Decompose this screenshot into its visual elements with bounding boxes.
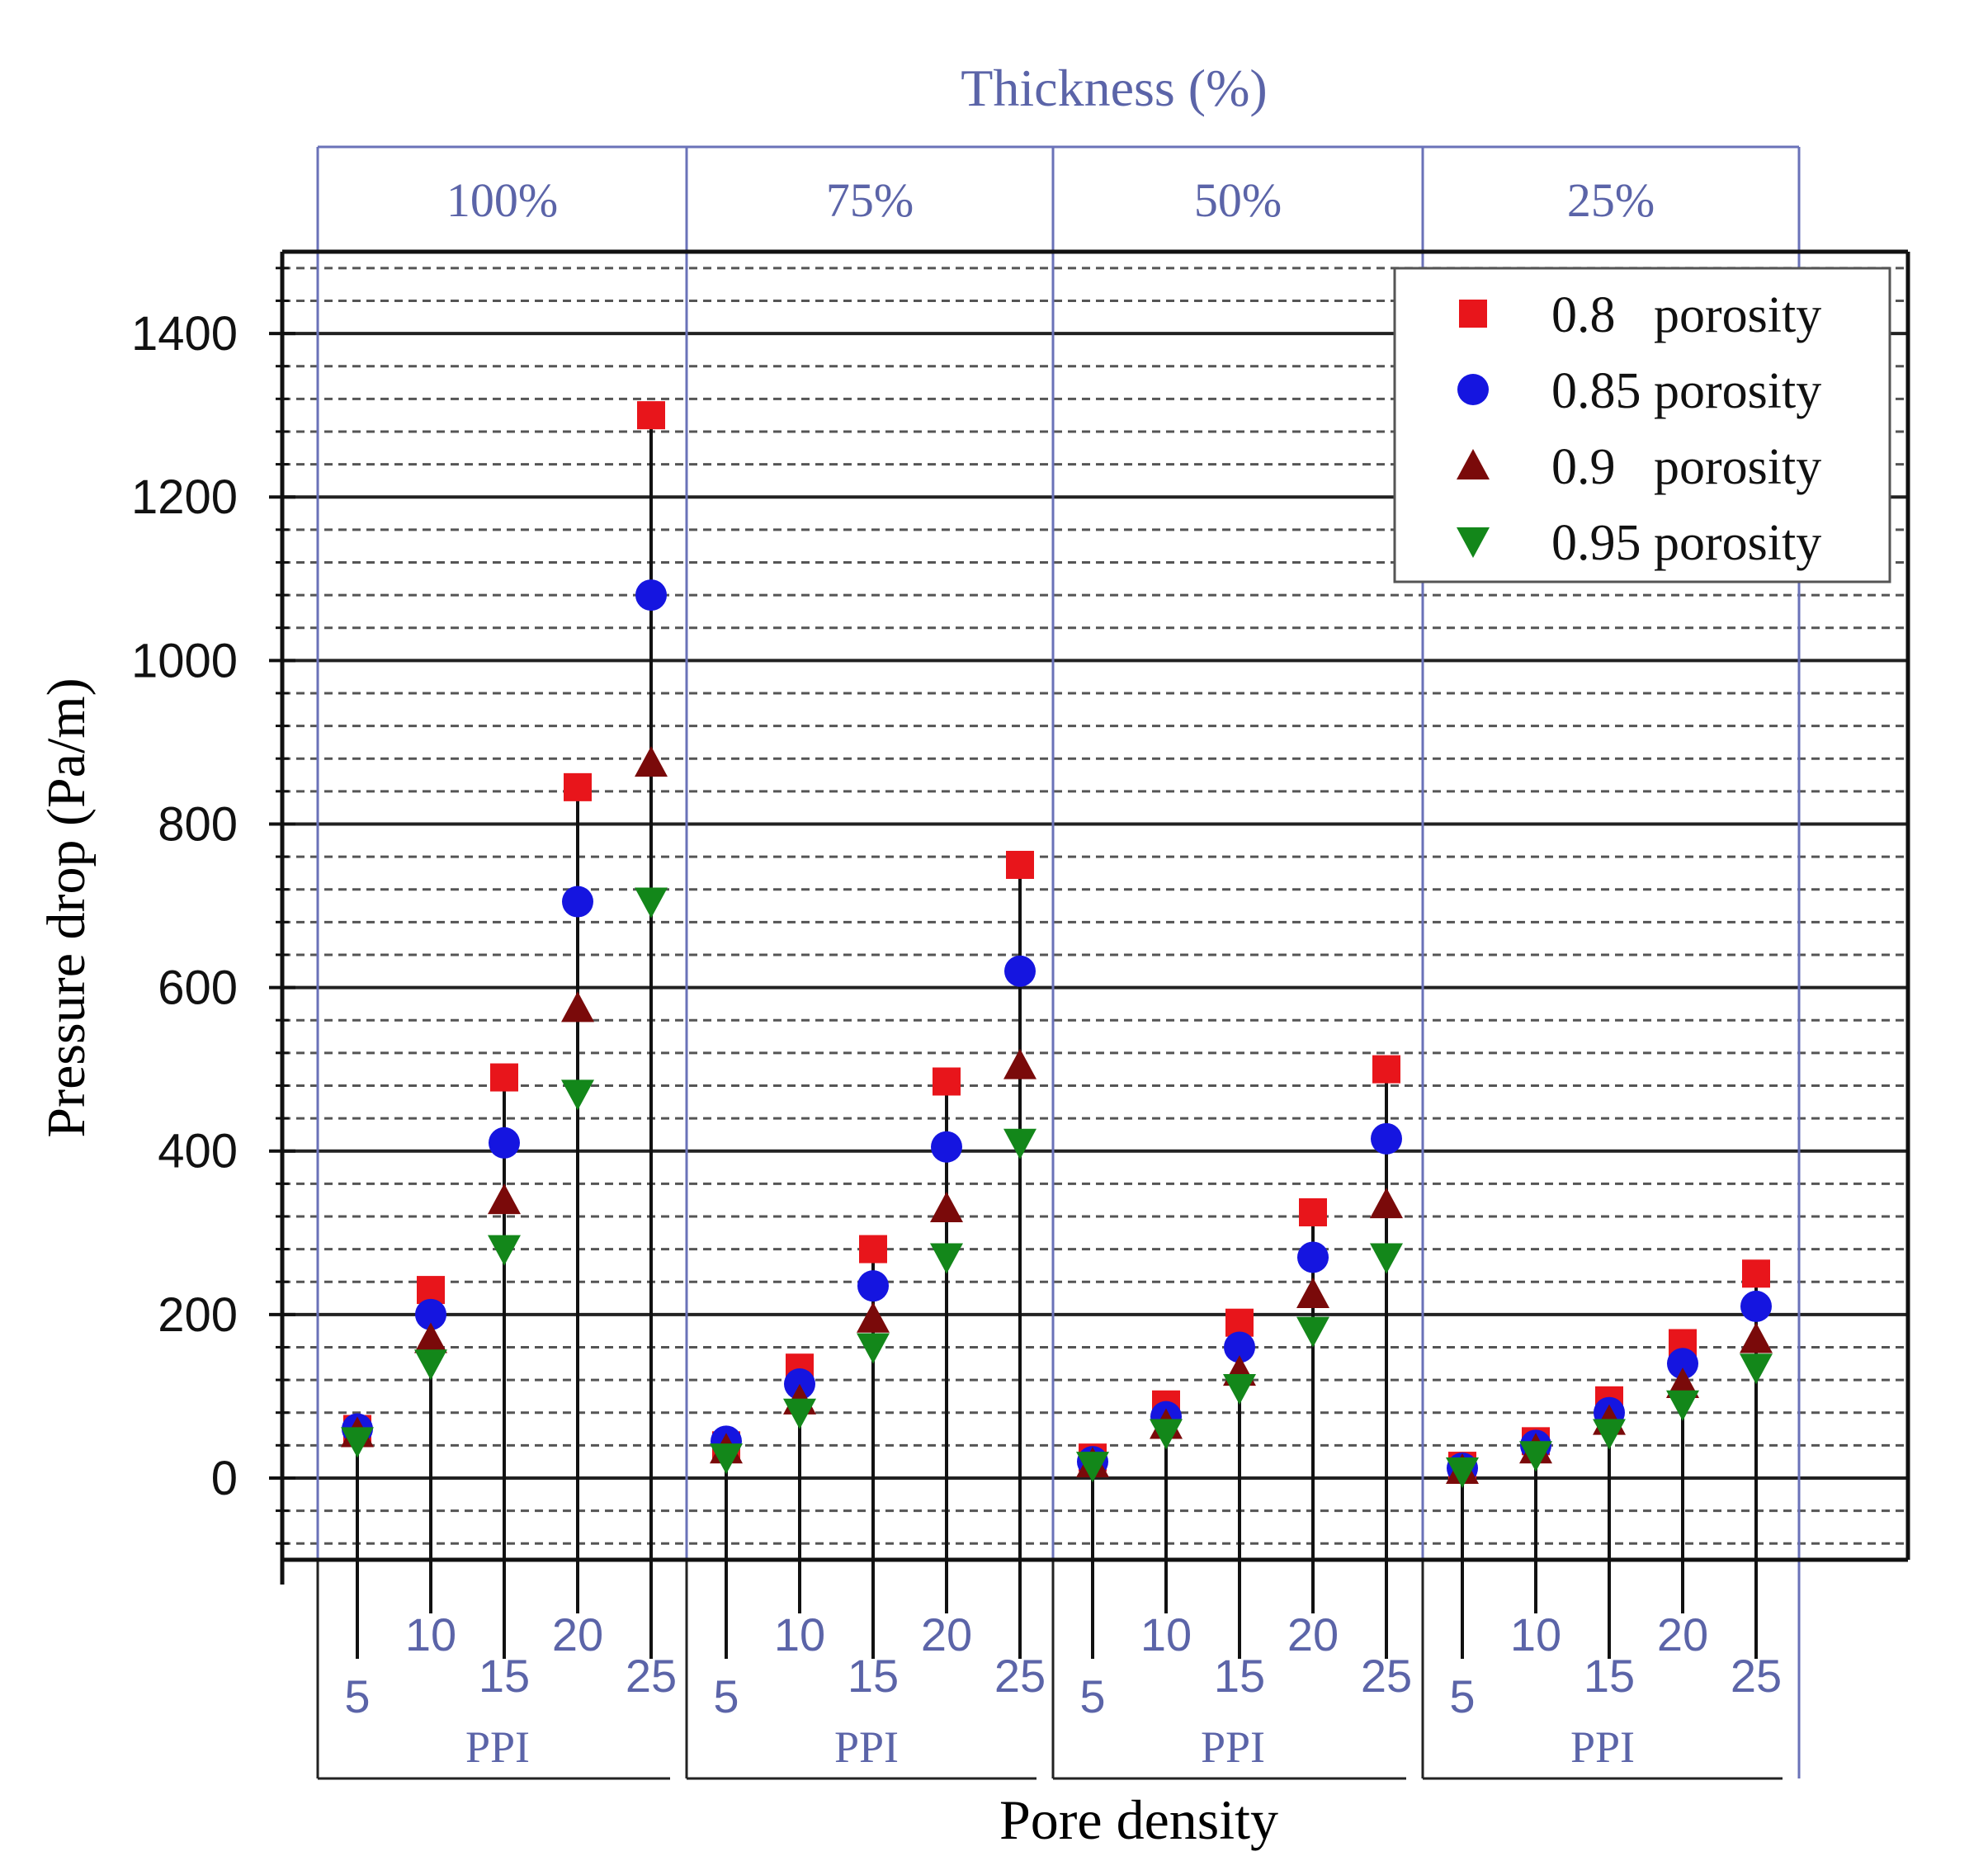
x-tick-label: 5 <box>713 1670 739 1722</box>
data-point <box>1740 1353 1773 1385</box>
x-tick-label: 10 <box>1510 1608 1561 1660</box>
data-point <box>1370 1243 1403 1274</box>
data-point <box>489 1127 520 1159</box>
ppi-label: PPI <box>1570 1722 1635 1772</box>
y-axis-title: Pressure drop (Pa/m) <box>36 678 97 1137</box>
data-point <box>1150 1419 1183 1450</box>
legend-label: 0.85 porosity <box>1551 363 1821 419</box>
data-point <box>1004 955 1036 987</box>
data-point <box>1370 1188 1403 1219</box>
legend-label: 0.95 porosity <box>1551 515 1821 571</box>
y-tick-label: 200 <box>158 1288 238 1342</box>
data-point <box>1076 1452 1109 1483</box>
data-point <box>561 991 594 1023</box>
data-point <box>1296 1278 1329 1309</box>
data-point <box>857 1333 890 1364</box>
data-point <box>490 1063 518 1092</box>
data-point <box>562 886 593 918</box>
data-point <box>1742 1259 1770 1288</box>
data-point <box>1371 1122 1402 1155</box>
axes: 0 200 400 600 800 1000 1200 1400 <box>131 249 1910 1585</box>
data-point <box>1003 1048 1036 1079</box>
data-point <box>1740 1322 1773 1353</box>
data-point <box>415 1298 446 1330</box>
x-tick-label: 5 <box>344 1670 370 1722</box>
y-tick-label: 0 <box>211 1452 238 1505</box>
x-tick-label: 10 <box>405 1608 456 1660</box>
legend-marker <box>1457 449 1490 479</box>
ppi-label: PPI <box>465 1722 530 1772</box>
group-panels: 100%PPI51015202575%PPI51015202550%PPI510… <box>316 145 1801 1780</box>
data-point <box>635 887 668 919</box>
data-point <box>414 1349 447 1381</box>
data-point <box>635 579 667 612</box>
data-point <box>857 1270 889 1302</box>
data-point <box>1372 1055 1400 1084</box>
data-point <box>1666 1367 1699 1399</box>
y-tick-label: 800 <box>158 797 238 851</box>
legend: 0.8 porosity 0.85 porosity 0.9 porosity 0.9… <box>1393 267 1891 583</box>
group-label: 100% <box>446 173 558 227</box>
data-point <box>1666 1390 1699 1421</box>
data-point <box>1519 1441 1552 1472</box>
data-point <box>710 1443 743 1475</box>
x-tick-label: 10 <box>1140 1608 1192 1660</box>
legend-marker <box>1457 374 1489 405</box>
data-point <box>564 772 592 801</box>
data-point <box>1667 1348 1698 1380</box>
y-tick-label: 1400 <box>131 307 238 361</box>
data-point <box>635 746 668 777</box>
data-point <box>1297 1241 1329 1273</box>
x-tick-label: 20 <box>921 1608 972 1660</box>
data-point <box>414 1322 447 1353</box>
legend-marker <box>1457 527 1490 558</box>
group-label: 25% <box>1567 173 1655 227</box>
y-tick-label: 400 <box>158 1125 238 1178</box>
x-axis-title: Pore density <box>999 1788 1278 1851</box>
x-tick-label: 20 <box>1287 1608 1339 1660</box>
data-point <box>857 1301 890 1333</box>
data-point <box>930 1192 963 1223</box>
data-point <box>1446 1457 1479 1489</box>
x-tick-label: 20 <box>1657 1608 1708 1660</box>
data-point <box>930 1243 963 1274</box>
data-point <box>341 1427 374 1458</box>
legend-label: 0.8 porosity <box>1551 287 1821 343</box>
ppi-label: PPI <box>834 1722 899 1772</box>
legend-marker <box>1459 300 1487 328</box>
x-tick-label: 10 <box>774 1608 825 1660</box>
data-point <box>931 1131 962 1163</box>
x-tick-label: 5 <box>1079 1670 1105 1722</box>
data-point <box>488 1235 521 1266</box>
data-point <box>637 401 665 430</box>
chart-title: Thickness (%) <box>961 59 1267 117</box>
y-tick-label: 1000 <box>131 634 238 687</box>
data-point <box>1296 1316 1329 1348</box>
data-point <box>561 1079 594 1111</box>
data-point <box>1593 1419 1626 1450</box>
x-tick-label: 5 <box>1449 1670 1475 1722</box>
data-point <box>488 1183 521 1215</box>
legend-label: 0.9 porosity <box>1551 439 1821 495</box>
data-point <box>783 1398 816 1429</box>
group-label: 50% <box>1194 173 1282 227</box>
data-point <box>859 1235 887 1263</box>
data-point <box>1003 1128 1036 1160</box>
data-point <box>1740 1290 1772 1322</box>
y-tick-label: 1200 <box>131 470 238 524</box>
group-label: 75% <box>826 173 914 227</box>
data-point <box>1299 1197 1327 1226</box>
data-point <box>1006 850 1034 879</box>
ppi-label: PPI <box>1201 1722 1265 1772</box>
data-point <box>1224 1331 1255 1363</box>
data-point <box>933 1067 961 1096</box>
y-tick-label: 600 <box>158 961 238 1015</box>
data-marks <box>341 401 1773 1659</box>
x-tick-label: 20 <box>552 1608 603 1660</box>
data-point <box>1223 1373 1256 1405</box>
